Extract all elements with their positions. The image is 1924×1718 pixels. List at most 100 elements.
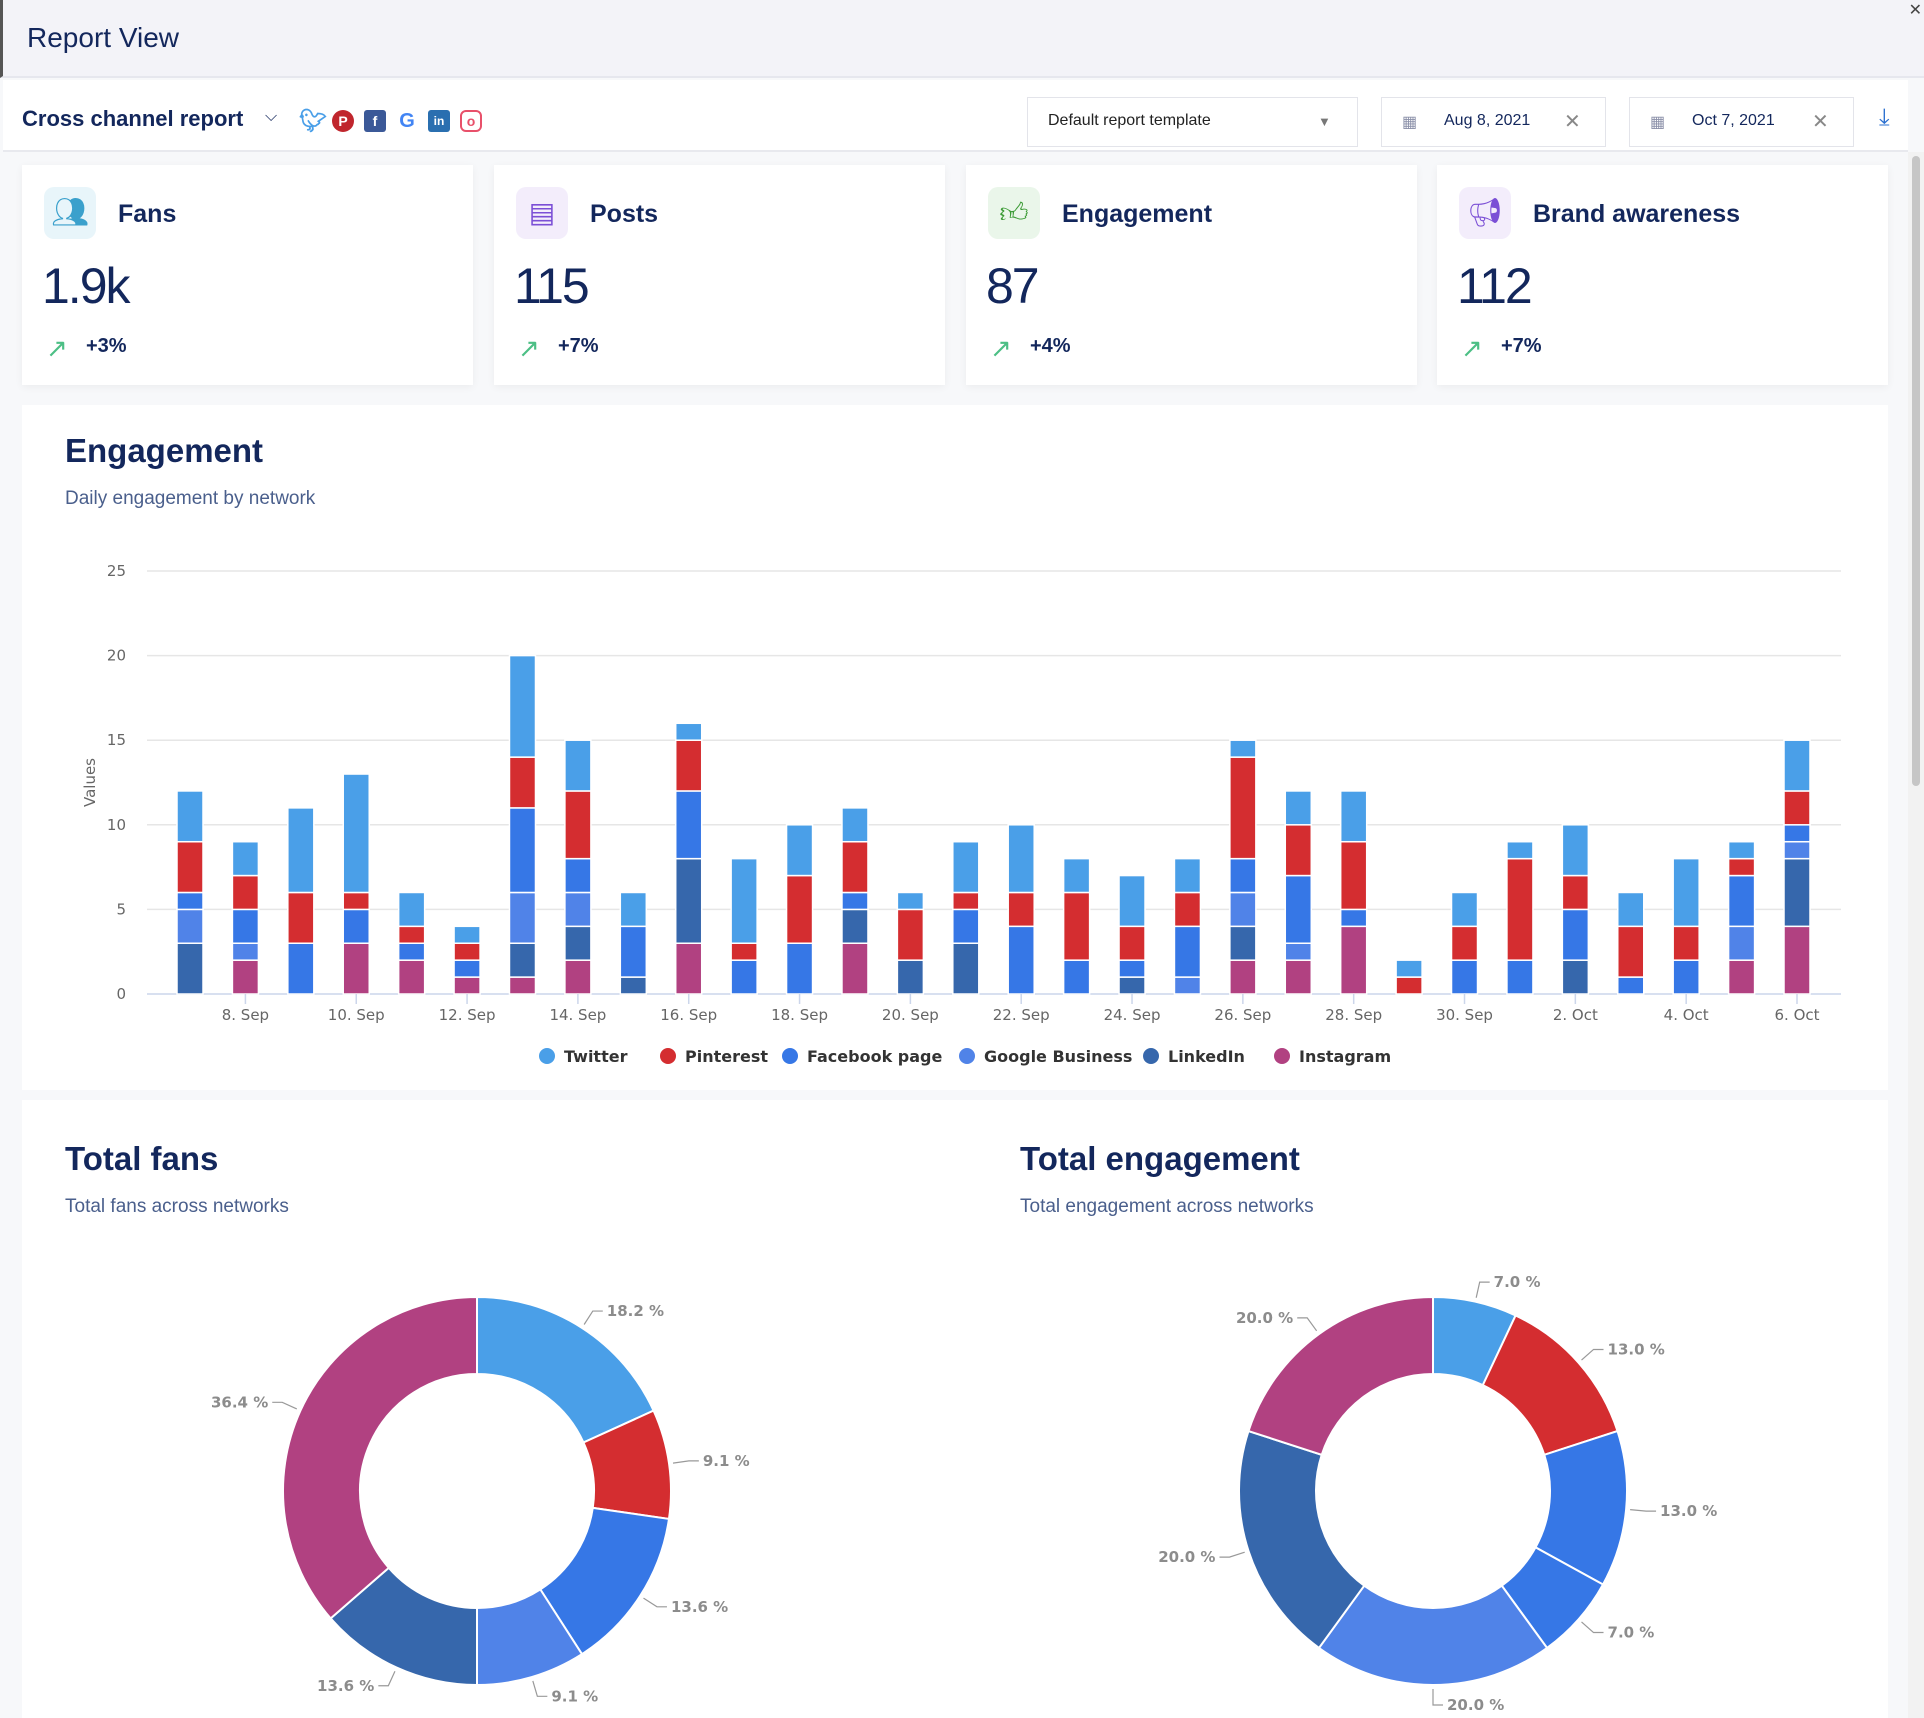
y-tick-label: 20	[107, 647, 126, 665]
bar-segment-twitter	[1783, 739, 1811, 792]
legend-marker	[1143, 1048, 1159, 1064]
fans-card: 👥︎ Fans 1.9k ↗ +3%	[22, 165, 473, 385]
bar-segment-facebook-page	[730, 959, 758, 995]
download-icon[interactable]: ⤓	[1879, 104, 1890, 131]
bar-segment-facebook-page	[1783, 824, 1811, 843]
slice-label: 20.0 %	[1447, 1696, 1504, 1714]
card-change: +3%	[86, 335, 127, 357]
bar-segment-facebook-page	[397, 942, 426, 961]
slice-label: 13.0 %	[1608, 1340, 1665, 1358]
bar-segment-pinterest	[1561, 874, 1590, 911]
twitter-icon: 🐦︎	[299, 108, 327, 133]
bar-segment-facebook-page	[1672, 959, 1700, 995]
x-tick-label: 4. Oct	[1664, 1006, 1709, 1024]
bar-segment-instagram	[1727, 959, 1756, 995]
x-tick-label: 20. Sep	[882, 1006, 939, 1024]
clear-end-date-icon[interactable]: ✕	[1812, 111, 1829, 133]
bar-segment-pinterest	[730, 942, 758, 961]
start-date-field[interactable]: ▦ Aug 8, 2021 ✕	[1381, 97, 1606, 147]
bar-segment-linkedin	[1561, 959, 1590, 995]
card-change: +7%	[558, 335, 599, 357]
bar-segment-linkedin	[841, 908, 869, 944]
bar-segment-facebook-page	[841, 891, 869, 911]
bar-segment-facebook-page	[1007, 925, 1035, 995]
bar-segment-pinterest	[231, 874, 260, 911]
bar-segment-facebook-page	[674, 790, 703, 860]
report-selector[interactable]: Cross channel report	[22, 106, 244, 131]
bar-segment-pinterest	[287, 891, 315, 944]
bar-segment-google-business	[231, 942, 260, 961]
bar-segment-pinterest	[1506, 857, 1534, 961]
end-date-field[interactable]: ▦ Oct 7, 2021 ✕	[1629, 97, 1854, 147]
slice-label: 18.2 %	[607, 1302, 664, 1320]
label-connector	[583, 1310, 603, 1325]
chevron-down-icon[interactable]: ⌵	[265, 108, 278, 125]
card-value: 87	[986, 258, 1040, 314]
bar-segment-pinterest	[1450, 925, 1479, 961]
slice-label: 36.4 %	[211, 1393, 268, 1411]
x-tick-label: 14. Sep	[549, 1006, 606, 1024]
bar-segment-pinterest	[1617, 925, 1645, 978]
label-connector	[1297, 1317, 1318, 1332]
bar-segment-twitter	[1395, 959, 1423, 978]
legend-marker	[1274, 1048, 1290, 1064]
bar-segment-facebook-page	[231, 908, 260, 944]
label-connector	[643, 1597, 667, 1608]
panel-title: Total fans	[65, 1140, 219, 1177]
panel-subtitle: Daily engagement by network	[65, 488, 316, 509]
bar-segment-linkedin	[1229, 925, 1257, 961]
bar-segment-pinterest	[1783, 790, 1811, 826]
bar-segment-twitter	[1672, 857, 1700, 928]
bar-segment-twitter	[1339, 790, 1368, 843]
x-tick-label: 26. Sep	[1214, 1006, 1271, 1024]
bar-segment-facebook-page	[1118, 959, 1146, 978]
scrollbar[interactable]	[1908, 152, 1924, 1718]
bar-segment-twitter	[619, 891, 648, 928]
label-connector	[532, 1680, 548, 1697]
legend-item-facebook-page: Facebook page	[807, 1047, 942, 1066]
card-label: Fans	[118, 200, 177, 228]
bar-segment-facebook-page	[619, 925, 648, 978]
bar-segment-google-business	[1173, 976, 1202, 995]
x-tick-label: 24. Sep	[1104, 1006, 1161, 1024]
panel-title: Engagement	[65, 432, 264, 469]
bar-segment-pinterest	[1062, 891, 1091, 961]
bar-segment-linkedin	[564, 925, 592, 961]
label-connector	[1475, 1281, 1490, 1298]
label-connector	[1630, 1509, 1657, 1512]
legend-item-twitter: Twitter	[564, 1047, 628, 1066]
bar-segment-twitter	[952, 840, 980, 894]
bar-segment-facebook-page	[1173, 925, 1202, 978]
x-tick-label: 18. Sep	[771, 1006, 828, 1024]
engagement-card: 👍︎ Engagement 87 ↗ +4%	[966, 165, 1417, 385]
bar-segment-instagram	[508, 976, 537, 995]
bar-segment-pinterest	[896, 908, 925, 961]
bar-segment-facebook-page	[453, 959, 481, 978]
close-icon[interactable]: ✕	[1908, 2, 1922, 19]
bar-segment-twitter	[231, 840, 260, 877]
bar-segment-pinterest	[1007, 891, 1035, 928]
bar-segment-google-business	[1783, 840, 1811, 860]
bar-segment-twitter	[674, 722, 703, 741]
legend-item-google-business: Google Business	[984, 1047, 1132, 1066]
start-date-value: Aug 8, 2021	[1444, 112, 1531, 129]
bar-segment-pinterest	[176, 840, 204, 894]
legend-marker	[539, 1048, 555, 1064]
bar-segment-facebook-page	[785, 942, 814, 995]
clear-start-date-icon[interactable]: ✕	[1564, 111, 1581, 133]
bar-segment-twitter	[176, 790, 204, 843]
template-dropdown[interactable]: Default report template ▼	[1027, 97, 1358, 147]
bar-segment-linkedin	[1783, 857, 1811, 928]
linkedin-icon: in	[428, 110, 450, 132]
bar-segment-instagram	[1229, 959, 1257, 995]
users-icon: 👥︎	[44, 187, 96, 239]
bar-segment-facebook-page	[1062, 959, 1091, 995]
bar-segment-twitter	[1617, 891, 1645, 928]
bar-segment-google-business	[1229, 891, 1257, 928]
x-tick-label: 22. Sep	[993, 1006, 1050, 1024]
bar-segment-linkedin	[952, 942, 980, 995]
scrollbar-thumb[interactable]	[1912, 156, 1920, 786]
caret-down-icon: ▼	[1318, 114, 1331, 129]
bar-segment-instagram	[453, 976, 481, 995]
label-connector	[672, 1460, 699, 1464]
